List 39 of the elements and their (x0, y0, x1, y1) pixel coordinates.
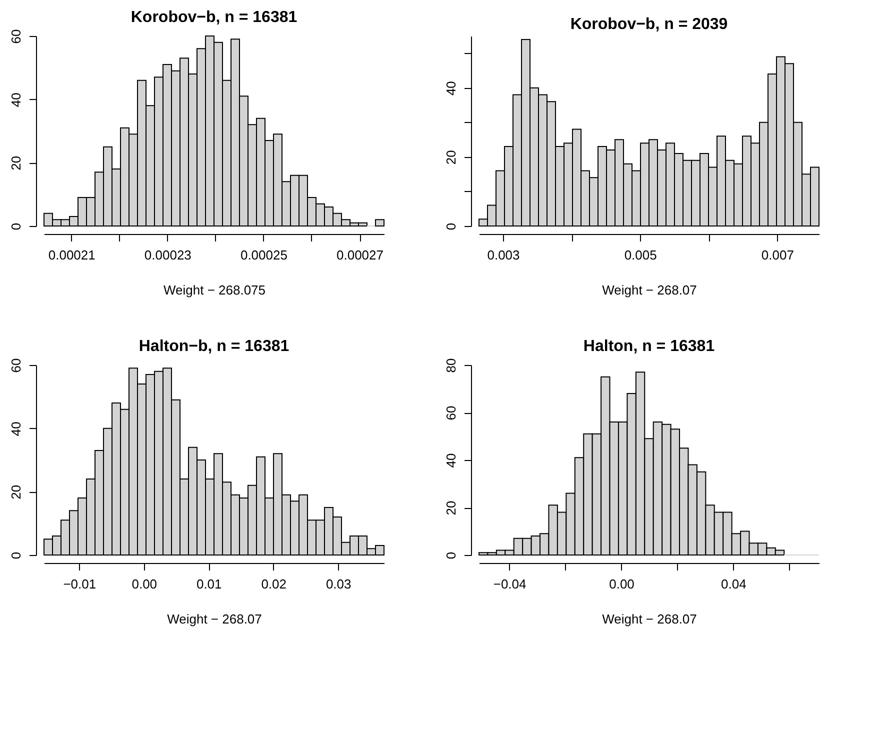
x-tick-label: 0.00 (609, 576, 634, 592)
x-tick-label: 0.04 (721, 576, 746, 592)
y-tick-label: 80 (444, 358, 458, 373)
y-tick-label: 20 (444, 150, 458, 165)
x-axis-title: Weight − 268.07 (602, 612, 697, 626)
y-tick-label: 40 (8, 92, 24, 108)
y-tick-label: 60 (8, 29, 24, 44)
x-tick-label: 0.00021 (48, 248, 96, 262)
y-tick-label: 0 (444, 552, 458, 560)
x-tick-label: 0.00027 (336, 248, 384, 262)
y-tick-label: 40 (8, 422, 24, 436)
y-tick-label: 20 (444, 500, 458, 516)
x-tick-label: 0.02 (261, 576, 287, 592)
chart-title: Korobov−b, n = 2039 (570, 16, 728, 33)
y-tick-label: 20 (8, 156, 24, 170)
x-tick-label: 0.03 (326, 576, 352, 592)
x-tick-label: −0.01 (63, 576, 96, 592)
y-tick-label: 20 (8, 484, 24, 500)
y-tick-label: 0 (444, 222, 458, 230)
x-axis-title: Weight − 268.075 (163, 282, 266, 298)
x-tick-label: 0.007 (761, 248, 794, 262)
y-tick-label: 0 (8, 222, 24, 230)
chart-title: Halton, n = 16381 (583, 338, 715, 355)
x-tick-label: 0.00025 (240, 248, 288, 262)
y-tick-label: 60 (444, 406, 458, 420)
x-tick-label: 0.01 (196, 576, 222, 592)
x-tick-label: 0.003 (487, 248, 520, 262)
x-tick-label: −0.04 (493, 576, 526, 592)
x-axis-title: Weight − 268.07 (602, 282, 697, 298)
x-tick-label: 0.00 (132, 576, 158, 592)
y-tick-label: 40 (444, 81, 458, 96)
y-tick-label: 40 (444, 453, 458, 468)
y-tick-label: 60 (8, 358, 24, 373)
y-tick-label: 0 (8, 552, 24, 560)
chart-title: Korobov−b, n = 16381 (130, 8, 298, 26)
chart-title: Halton−b, n = 16381 (138, 338, 290, 355)
x-tick-label: 0.00023 (144, 248, 192, 262)
x-tick-label: 0.005 (624, 248, 657, 262)
x-axis-title: Weight − 268.07 (167, 612, 262, 626)
